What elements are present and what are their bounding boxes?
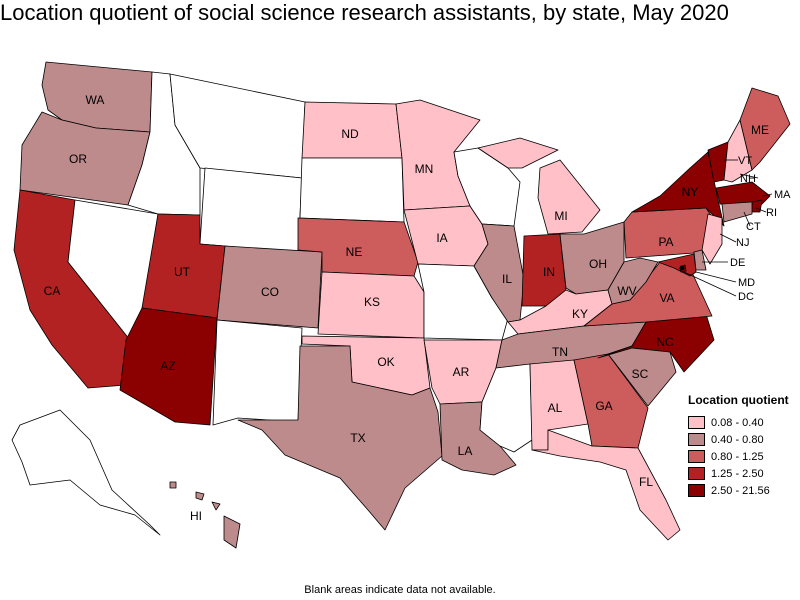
legend-swatch <box>688 416 705 429</box>
legend-label: 0.40 - 0.80 <box>711 433 764 446</box>
state-nm <box>212 319 303 426</box>
legend-item: 0.08 - 0.40 <box>688 415 798 430</box>
state-me <box>739 87 791 171</box>
legend-item: 1.25 - 2.50 <box>688 466 798 481</box>
state-label-or: OR <box>69 152 87 166</box>
state-label-az: AZ <box>160 359 175 373</box>
state-label-mi: MI <box>554 209 567 223</box>
state-label-wa: WA <box>86 93 105 107</box>
legend-title: Location quotient <box>688 393 789 407</box>
state-label-nh: NH <box>740 173 756 185</box>
legend-label: 0.80 - 1.25 <box>711 450 764 463</box>
state-label-tn: TN <box>552 345 568 359</box>
state-label-ky: KY <box>572 307 588 321</box>
legend-swatch <box>688 467 705 480</box>
state-label-hi: HI <box>190 509 202 523</box>
state-label-ca: CA <box>44 284 61 298</box>
state-label-va: VA <box>659 291 674 305</box>
legend-item: 2.50 - 21.56 <box>688 483 798 498</box>
state-tx <box>237 345 443 531</box>
state-label-nd: ND <box>341 127 359 141</box>
legend-item: 0.80 - 1.25 <box>688 449 798 464</box>
state-labels-layer: WA OR CA UT AZ CO ND NE KS OK TX MN IA A… <box>44 93 791 523</box>
state-label-il: IL <box>502 272 512 286</box>
state-md <box>657 253 697 277</box>
state-nc <box>597 313 715 373</box>
legend-swatch <box>688 450 705 463</box>
state-label-tx: TX <box>350 431 365 445</box>
state-label-la: LA <box>458 444 473 458</box>
legend-label: 2.50 - 21.56 <box>711 484 770 497</box>
state-label-de: DE <box>730 257 745 269</box>
state-label-in: IN <box>543 265 555 279</box>
state-label-ri: RI <box>766 207 777 219</box>
state-wv <box>607 257 659 305</box>
leader-lines <box>683 159 773 297</box>
legend: Location quotient 0.08 - 0.40 0.40 - 0.8… <box>688 393 798 500</box>
state-label-ma: MA <box>774 189 791 201</box>
state-label-ga: GA <box>595 399 612 413</box>
state-label-co: CO <box>261 285 279 299</box>
state-nh <box>723 119 753 183</box>
state-label-sc: SC <box>632 367 649 381</box>
state-label-mn: MN <box>415 162 434 176</box>
dc-marker-icon <box>679 265 685 271</box>
state-ct <box>721 201 753 223</box>
state-label-ny: NY <box>682 185 699 199</box>
state-nj <box>701 213 723 265</box>
state-label-vt: VT <box>738 155 752 167</box>
state-label-pa: PA <box>658 235 673 249</box>
state-label-dc: DC <box>738 291 754 303</box>
state-label-ct: CT <box>746 221 761 233</box>
state-mi <box>477 137 601 235</box>
state-label-wv: WV <box>617 284 636 298</box>
state-sd <box>299 157 405 223</box>
state-label-al: AL <box>548 401 563 415</box>
legend-swatch <box>688 484 705 497</box>
state-label-ne: NE <box>346 245 363 259</box>
state-label-nc: NC <box>656 335 674 349</box>
legend-swatch <box>688 433 705 446</box>
state-label-oh: OH <box>589 257 607 271</box>
state-label-ok: OK <box>377 355 394 369</box>
legend-item: 0.40 - 0.80 <box>688 432 798 447</box>
state-label-nj: NJ <box>736 237 749 249</box>
state-fl <box>531 429 681 541</box>
state-ak <box>11 409 161 536</box>
map-title: Location quotient of social science rese… <box>0 0 729 25</box>
state-label-me: ME <box>751 123 769 137</box>
state-label-fl: FL <box>639 475 653 489</box>
state-label-ks: KS <box>364 295 380 309</box>
legend-label: 1.25 - 2.50 <box>711 467 764 480</box>
states-layer <box>11 61 791 549</box>
state-label-ar: AR <box>453 365 470 379</box>
state-hi <box>169 481 241 549</box>
state-label-md: MD <box>738 277 755 289</box>
legend-label: 0.08 - 0.40 <box>711 416 764 429</box>
state-label-ia: IA <box>436 231 447 245</box>
footnote: Blank areas indicate data not available. <box>304 584 496 596</box>
state-label-ut: UT <box>174 265 191 279</box>
state-wy <box>199 167 303 253</box>
